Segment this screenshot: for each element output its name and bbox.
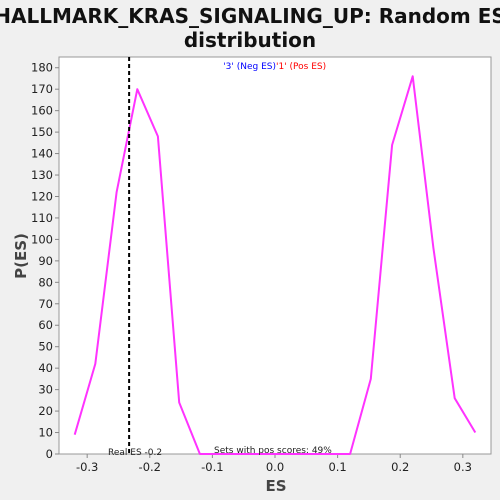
- pos-scores-annotation: Sets with pos scores: 49%: [214, 446, 332, 456]
- y-tick-label: 180: [31, 61, 53, 75]
- y-tick-label: 100: [31, 232, 53, 246]
- y-tick-label: 40: [38, 361, 53, 375]
- y-tick-label: 0: [46, 447, 53, 461]
- real-es-annotation: Real ES -0.2: [108, 448, 162, 458]
- x-tick-label: -0.1: [201, 460, 223, 474]
- chart-title-line-2: distribution: [184, 28, 316, 52]
- legend-neg-es: '3' (Neg ES): [223, 62, 276, 72]
- y-tick-label: 160: [31, 104, 53, 118]
- x-tick-label: -0.3: [76, 460, 98, 474]
- y-tick-label: 170: [31, 82, 53, 96]
- y-tick-label: 90: [38, 254, 53, 268]
- x-axis-title: ES: [265, 477, 286, 495]
- y-tick-label: 50: [38, 340, 53, 354]
- x-tick-label: -0.2: [139, 460, 161, 474]
- x-tick-label: 0.2: [391, 460, 409, 474]
- axes: 0 10 20 30 40 50 60 70 80 90 100 110 120 130 140 150 160…: [31, 61, 472, 474]
- y-tick-label: 20: [38, 404, 53, 418]
- y-tick-label: 110: [31, 211, 53, 225]
- y-tick-label: 70: [38, 297, 53, 311]
- chart-title-line-1: HALLMARK_KRAS_SIGNALING_UP: Random ES: [0, 4, 500, 28]
- legend: '3' (Neg ES) '1' (Pos ES): [223, 62, 326, 72]
- y-axis-title: P(ES): [12, 233, 30, 279]
- y-tick-label: 10: [38, 426, 53, 440]
- x-tick-label: 0.1: [328, 460, 346, 474]
- y-tick-label: 60: [38, 318, 53, 332]
- series-line: [73, 75, 477, 455]
- chart-marks: [73, 57, 477, 455]
- y-tick-label: 30: [38, 383, 53, 397]
- x-tick-label: 0.3: [454, 460, 472, 474]
- y-tick-label: 130: [31, 168, 53, 182]
- y-tick-label: 80: [38, 275, 53, 289]
- x-tick-label: 0.0: [266, 460, 284, 474]
- plot-area: [58, 56, 492, 455]
- y-tick-label: 140: [31, 147, 53, 161]
- y-tick-label: 150: [31, 125, 53, 139]
- y-tick-label: 120: [31, 189, 53, 203]
- legend-pos-es: '1' (Pos ES): [276, 62, 326, 72]
